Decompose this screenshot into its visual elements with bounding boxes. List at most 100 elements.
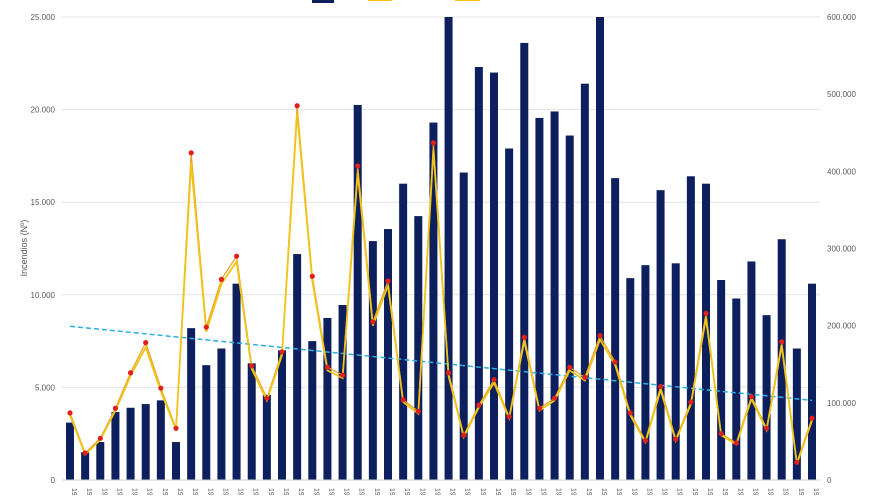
x-tick-label: 19 bbox=[373, 488, 380, 495]
x-tick-label: 19 bbox=[85, 488, 92, 495]
bar bbox=[141, 404, 150, 480]
x-tick-label: 19 bbox=[797, 488, 804, 495]
data-point bbox=[551, 395, 558, 401]
x-tick-label: 19 bbox=[297, 488, 304, 495]
data-point bbox=[339, 372, 346, 378]
x-tick-label: 19 bbox=[812, 488, 819, 495]
bar bbox=[156, 400, 165, 480]
y2-tick-label: 100.000 bbox=[827, 399, 856, 408]
x-tick-label: 19 bbox=[585, 488, 592, 495]
bar bbox=[96, 442, 105, 480]
data-point bbox=[657, 384, 664, 390]
data-point bbox=[385, 278, 391, 284]
bar bbox=[414, 216, 423, 480]
bar bbox=[459, 172, 468, 480]
x-tick-label: 19 bbox=[782, 488, 789, 495]
bar bbox=[717, 279, 726, 480]
bar bbox=[490, 72, 498, 480]
y2-tick-label: 400.000 bbox=[827, 167, 856, 176]
x-tick-label: 19 bbox=[206, 488, 213, 495]
x-tick-label: 19 bbox=[600, 488, 607, 495]
legend bbox=[312, 0, 480, 3]
x-tick-label: 19 bbox=[388, 488, 395, 495]
bar bbox=[702, 183, 710, 480]
x-tick-label: 19 bbox=[161, 488, 168, 495]
x-tick-label: 19 bbox=[176, 488, 183, 495]
bar bbox=[641, 265, 650, 480]
bar bbox=[323, 317, 332, 480]
data-point bbox=[233, 253, 240, 259]
y-axis-label: Incendios (Nº) bbox=[19, 220, 29, 277]
x-tick-label: 19 bbox=[191, 488, 198, 495]
bar bbox=[580, 83, 589, 480]
bar bbox=[338, 304, 347, 480]
data-point bbox=[370, 319, 376, 325]
x-tick-label: 19 bbox=[252, 488, 259, 495]
data-point bbox=[688, 399, 694, 405]
x-tick-label: 19 bbox=[494, 488, 501, 495]
x-tick-label: 19 bbox=[418, 488, 425, 495]
data-point bbox=[703, 310, 709, 316]
data-point bbox=[476, 402, 482, 408]
x-tick-label: 19 bbox=[312, 488, 319, 495]
data-point bbox=[400, 397, 406, 403]
data-point bbox=[445, 370, 452, 376]
x-tick-label: 19 bbox=[282, 488, 289, 495]
bar bbox=[656, 190, 665, 481]
x-tick-label: 19 bbox=[555, 488, 562, 495]
bar bbox=[353, 104, 362, 480]
bar bbox=[808, 283, 816, 480]
data-point bbox=[718, 431, 724, 437]
data-point bbox=[415, 408, 421, 414]
bar bbox=[217, 348, 226, 480]
bar bbox=[187, 328, 196, 480]
data-point bbox=[536, 405, 543, 411]
data-point bbox=[112, 405, 119, 411]
bar bbox=[474, 67, 483, 480]
bar bbox=[202, 365, 211, 480]
data-point bbox=[264, 395, 270, 401]
data-point bbox=[642, 438, 649, 444]
data-point bbox=[506, 414, 512, 420]
x-tick-label: 19 bbox=[403, 488, 410, 495]
y2-tick-label: 500.000 bbox=[827, 90, 856, 99]
x-tick-label: 19 bbox=[706, 488, 713, 495]
bar bbox=[596, 17, 604, 480]
data-point bbox=[567, 364, 573, 370]
bar bbox=[505, 148, 514, 480]
data-point bbox=[249, 363, 255, 369]
bar bbox=[626, 278, 635, 480]
data-point bbox=[309, 273, 315, 279]
x-tick-label: 19 bbox=[630, 488, 637, 495]
x-tick-label: 19 bbox=[237, 488, 244, 495]
bar bbox=[81, 452, 90, 480]
bar bbox=[278, 350, 286, 480]
bar bbox=[732, 298, 741, 480]
data-point bbox=[430, 140, 437, 146]
data-point bbox=[143, 340, 149, 346]
x-tick-label: 19 bbox=[100, 488, 107, 495]
bar bbox=[429, 122, 438, 481]
data-point bbox=[461, 432, 467, 438]
data-point bbox=[627, 410, 633, 416]
data-point bbox=[188, 150, 194, 156]
bar bbox=[671, 263, 680, 480]
x-tick-label: 19 bbox=[736, 488, 743, 495]
trendline bbox=[69, 325, 813, 402]
data-point bbox=[158, 385, 164, 391]
data-point bbox=[673, 436, 679, 442]
series-line bbox=[69, 113, 813, 465]
bar bbox=[550, 111, 559, 481]
y2-tick-label: 300.000 bbox=[827, 245, 856, 254]
x-tick-label: 19 bbox=[645, 488, 652, 495]
data-point bbox=[794, 459, 800, 465]
bar bbox=[66, 422, 74, 480]
x-tick-label: 19 bbox=[131, 488, 138, 495]
x-tick-label: 19 bbox=[146, 488, 153, 495]
data-point bbox=[779, 339, 785, 345]
data-point bbox=[521, 334, 527, 340]
bar bbox=[747, 261, 756, 480]
y2-tick-label: 600.000 bbox=[827, 13, 856, 22]
data-point bbox=[127, 370, 134, 376]
